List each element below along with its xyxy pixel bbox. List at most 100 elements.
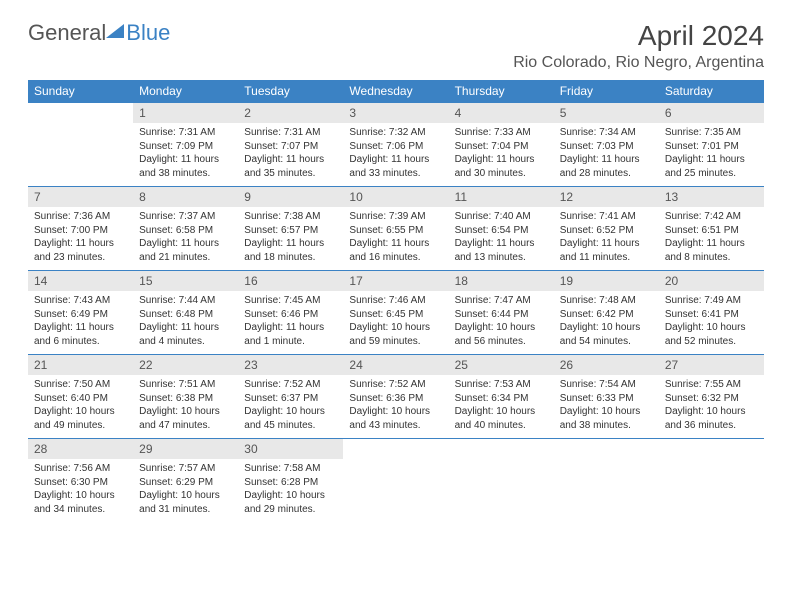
sunrise-text: Sunrise: 7:41 AM [560,210,653,224]
calendar-day-cell: 11Sunrise: 7:40 AMSunset: 6:54 PMDayligh… [449,187,554,271]
day-number: 13 [659,187,764,207]
title-block: April 2024 Rio Colorado, Rio Negro, Arge… [513,20,764,72]
sunrise-text: Sunrise: 7:53 AM [455,378,548,392]
day-content: Sunrise: 7:38 AMSunset: 6:57 PMDaylight:… [238,207,343,267]
calendar-day-cell: 3Sunrise: 7:32 AMSunset: 7:06 PMDaylight… [343,103,448,187]
sunset-text: Sunset: 6:33 PM [560,392,653,406]
sunrise-text: Sunrise: 7:43 AM [34,294,127,308]
sunrise-text: Sunrise: 7:38 AM [244,210,337,224]
day-number: 24 [343,355,448,375]
calendar-day-cell: 25Sunrise: 7:53 AMSunset: 6:34 PMDayligh… [449,355,554,439]
day-number: 28 [28,439,133,459]
day-content: Sunrise: 7:37 AMSunset: 6:58 PMDaylight:… [133,207,238,267]
weekday-header: Monday [133,80,238,103]
day-number: 15 [133,271,238,291]
calendar-week-row: 28Sunrise: 7:56 AMSunset: 6:30 PMDayligh… [28,439,764,523]
day-content: Sunrise: 7:57 AMSunset: 6:29 PMDaylight:… [133,459,238,519]
calendar-day-cell: 15Sunrise: 7:44 AMSunset: 6:48 PMDayligh… [133,271,238,355]
day-number: 21 [28,355,133,375]
sunset-text: Sunset: 6:30 PM [34,476,127,490]
calendar-day-cell: 4Sunrise: 7:33 AMSunset: 7:04 PMDaylight… [449,103,554,187]
day-content: Sunrise: 7:56 AMSunset: 6:30 PMDaylight:… [28,459,133,519]
day-number: 25 [449,355,554,375]
sunrise-text: Sunrise: 7:52 AM [349,378,442,392]
calendar-day-cell [659,439,764,523]
day-content: Sunrise: 7:50 AMSunset: 6:40 PMDaylight:… [28,375,133,435]
sunset-text: Sunset: 7:03 PM [560,140,653,154]
day-number: 12 [554,187,659,207]
daylight-text: Daylight: 11 hours and 13 minutes. [455,237,548,264]
day-number: 10 [343,187,448,207]
sunrise-text: Sunrise: 7:36 AM [34,210,127,224]
weekday-header: Saturday [659,80,764,103]
day-number: 19 [554,271,659,291]
sunset-text: Sunset: 7:09 PM [139,140,232,154]
day-content: Sunrise: 7:45 AMSunset: 6:46 PMDaylight:… [238,291,343,351]
calendar-week-row: 7 Sunrise: 7:36 AMSunset: 7:00 PM Daylight… [28,187,764,271]
day-content: Sunrise: 7:42 AMSunset: 6:51 PMDaylight:… [659,207,764,267]
day-content: Sunrise: 7:52 AMSunset: 6:36 PMDaylight:… [343,375,448,435]
day-number: 1 [133,103,238,123]
weekday-header: Friday [554,80,659,103]
day-content: Sunrise: 7:46 AMSunset: 6:45 PMDaylight:… [343,291,448,351]
calendar-day-cell [554,439,659,523]
day-number: 4 [449,103,554,123]
sunrise-text: Sunrise: 7:57 AM [139,462,232,476]
sunrise-text: Sunrise: 7:55 AM [665,378,758,392]
sunset-text: Sunset: 6:37 PM [244,392,337,406]
sunrise-text: Sunrise: 7:51 AM [139,378,232,392]
daylight-text: Daylight: 10 hours and 45 minutes. [244,405,337,432]
sunrise-text: Sunrise: 7:42 AM [665,210,758,224]
daylight-text: Daylight: 11 hours and 30 minutes. [455,153,548,180]
daylight-text: Daylight: 11 hours and 21 minutes. [139,237,232,264]
daylight-text: Daylight: 11 hours and 6 minutes. [34,321,127,348]
calendar-day-cell: 18Sunrise: 7:47 AMSunset: 6:44 PMDayligh… [449,271,554,355]
day-content: Sunrise: 7:51 AMSunset: 6:38 PMDaylight:… [133,375,238,435]
sunset-text: Sunset: 6:51 PM [665,224,758,238]
logo-text-blue: Blue [126,20,170,46]
sunset-text: Sunset: 6:34 PM [455,392,548,406]
day-content: Sunrise: 7:44 AMSunset: 6:48 PMDaylight:… [133,291,238,351]
day-number: 5 [554,103,659,123]
sunset-text: Sunset: 7:00 PM [34,224,127,238]
day-number: 17 [343,271,448,291]
sunset-text: Sunset: 6:58 PM [139,224,232,238]
sunset-text: Sunset: 6:32 PM [665,392,758,406]
calendar-day-cell: 26Sunrise: 7:54 AMSunset: 6:33 PMDayligh… [554,355,659,439]
day-content: Sunrise: 7:48 AMSunset: 6:42 PMDaylight:… [554,291,659,351]
day-number: 26 [554,355,659,375]
sunset-text: Sunset: 6:40 PM [34,392,127,406]
sunrise-text: Sunrise: 7:44 AM [139,294,232,308]
calendar-day-cell: 1Sunrise: 7:31 AMSunset: 7:09 PMDaylight… [133,103,238,187]
daylight-text: Daylight: 10 hours and 47 minutes. [139,405,232,432]
calendar-week-row: 1Sunrise: 7:31 AMSunset: 7:09 PMDaylight… [28,103,764,187]
sunrise-text: Sunrise: 7:54 AM [560,378,653,392]
day-number: 30 [238,439,343,459]
sunset-text: Sunset: 7:01 PM [665,140,758,154]
daylight-text: Daylight: 10 hours and 54 minutes. [560,321,653,348]
calendar-day-cell: 13Sunrise: 7:42 AMSunset: 6:51 PMDayligh… [659,187,764,271]
weekday-header-row: Sunday Monday Tuesday Wednesday Thursday… [28,80,764,103]
calendar-day-cell [28,103,133,187]
sunrise-text: Sunrise: 7:37 AM [139,210,232,224]
calendar-day-cell: 2Sunrise: 7:31 AMSunset: 7:07 PMDaylight… [238,103,343,187]
day-content: Sunrise: 7:58 AMSunset: 6:28 PMDaylight:… [238,459,343,519]
sunrise-text: Sunrise: 7:46 AM [349,294,442,308]
calendar-week-row: 14Sunrise: 7:43 AMSunset: 6:49 PMDayligh… [28,271,764,355]
sunrise-text: Sunrise: 7:48 AM [560,294,653,308]
sunset-text: Sunset: 6:44 PM [455,308,548,322]
daylight-text: Daylight: 10 hours and 56 minutes. [455,321,548,348]
day-number: 8 [133,187,238,207]
daylight-text: Daylight: 11 hours and 18 minutes. [244,237,337,264]
day-number: 7 [28,187,133,207]
daylight-text: Daylight: 11 hours and 4 minutes. [139,321,232,348]
sunset-text: Sunset: 6:36 PM [349,392,442,406]
sunrise-text: Sunrise: 7:50 AM [34,378,127,392]
calendar-day-cell: 6Sunrise: 7:35 AMSunset: 7:01 PMDaylight… [659,103,764,187]
logo-text-general: General [28,20,106,46]
daylight-text: Daylight: 11 hours and 11 minutes. [560,237,653,264]
calendar-day-cell: 17Sunrise: 7:46 AMSunset: 6:45 PMDayligh… [343,271,448,355]
sunset-text: Sunset: 6:49 PM [34,308,127,322]
sunset-text: Sunset: 6:41 PM [665,308,758,322]
calendar-day-cell: 16Sunrise: 7:45 AMSunset: 6:46 PMDayligh… [238,271,343,355]
